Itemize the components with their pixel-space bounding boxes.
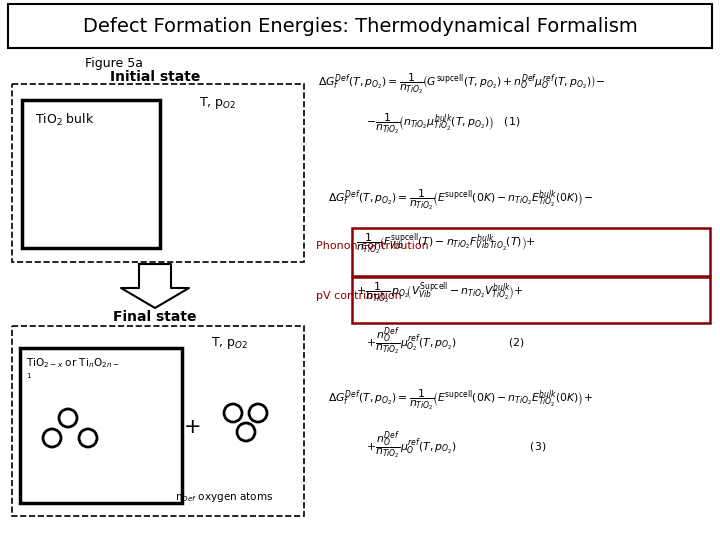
Text: $-\dfrac{1}{n_{TiO_2}}\!\left(n_{TiO_2}\mu_{TiO_2}^{\mathit{bulk}}(T,p_{O_2})\ri: $-\dfrac{1}{n_{TiO_2}}\!\left(n_{TiO_2}\… xyxy=(366,112,521,137)
Text: $\Delta G_f^{\mathit{Def}}(T,p_{O_2})=\dfrac{1}{n_{TiO_2}}\!\left(E^{\mathrm{sup: $\Delta G_f^{\mathit{Def}}(T,p_{O_2})=\d… xyxy=(328,188,593,212)
Text: Defect Formation Energies: Thermodynamical Formalism: Defect Formation Energies: Thermodynamic… xyxy=(83,17,637,36)
Text: n$_{Def}$ oxygen atoms: n$_{Def}$ oxygen atoms xyxy=(175,490,273,504)
Bar xyxy=(22,100,160,248)
Text: Final state: Final state xyxy=(113,310,197,324)
Text: Figure 5a: Figure 5a xyxy=(85,57,143,70)
Text: +: + xyxy=(184,417,202,437)
Circle shape xyxy=(43,429,61,447)
Bar xyxy=(20,348,182,503)
Circle shape xyxy=(237,423,255,441)
Text: $+\dfrac{n_O^{\mathit{Def}}}{n_{TiO_2}}\mu_O^{\mathit{ref}}(T,p_{O_2})\qquad\qqu: $+\dfrac{n_O^{\mathit{Def}}}{n_{TiO_2}}\… xyxy=(366,430,546,462)
Text: $+\dfrac{1}{n_{TiO_2}}\,p_{O_2}\!\left(V_{\mathit{Vib}}^{\mathrm{Supcell}}-n_{Ti: $+\dfrac{1}{n_{TiO_2}}\,p_{O_2}\!\left(V… xyxy=(356,281,523,306)
Text: $\dfrac{1}{n_{TiO_2}}\!\left(F_{\mathit{Vib}}^{\mathrm{supcell}}(T)-n_{TiO_2}F_{: $\dfrac{1}{n_{TiO_2}}\!\left(F_{\mathit{… xyxy=(356,232,536,256)
Circle shape xyxy=(79,429,97,447)
Text: TiO$_{2-x}$ or Ti$_n$O$_{2n-}$: TiO$_{2-x}$ or Ti$_n$O$_{2n-}$ xyxy=(26,356,120,370)
Text: Initial state: Initial state xyxy=(110,70,200,84)
Text: TiO$_2$ bulk: TiO$_2$ bulk xyxy=(35,112,94,128)
Circle shape xyxy=(224,404,242,422)
Text: $+\dfrac{n_O^{\mathit{Def}}}{n_{TiO_2}}\mu_{O_2}^{\mathit{ref}}(T,p_{O_2})\qquad: $+\dfrac{n_O^{\mathit{Def}}}{n_{TiO_2}}\… xyxy=(366,326,525,358)
Circle shape xyxy=(249,404,267,422)
Text: $\Delta G_f^{\mathit{Def}}(T,p_{O_2})=\dfrac{1}{n_{TiO_2}}\!\left(E^{\mathrm{sup: $\Delta G_f^{\mathit{Def}}(T,p_{O_2})=\d… xyxy=(328,388,593,413)
Text: $\Delta G_f^{\mathit{Def}}(T,p_{O_2})=\dfrac{1}{n_{TiO_2}}\!\left(G^{\mathrm{sup: $\Delta G_f^{\mathit{Def}}(T,p_{O_2})=\d… xyxy=(318,72,606,97)
Text: Phonon contribution: Phonon contribution xyxy=(316,241,428,251)
Text: T, p$_{O2}$: T, p$_{O2}$ xyxy=(212,335,248,351)
Bar xyxy=(12,326,304,516)
Bar xyxy=(12,84,304,262)
Bar xyxy=(352,228,710,276)
Bar xyxy=(8,4,712,48)
Text: pV contribution: pV contribution xyxy=(316,291,402,301)
Bar xyxy=(352,277,710,323)
Circle shape xyxy=(59,409,77,427)
Polygon shape xyxy=(121,264,189,308)
Text: $_1$: $_1$ xyxy=(26,371,32,381)
Text: T, p$_{O2}$: T, p$_{O2}$ xyxy=(199,95,237,111)
